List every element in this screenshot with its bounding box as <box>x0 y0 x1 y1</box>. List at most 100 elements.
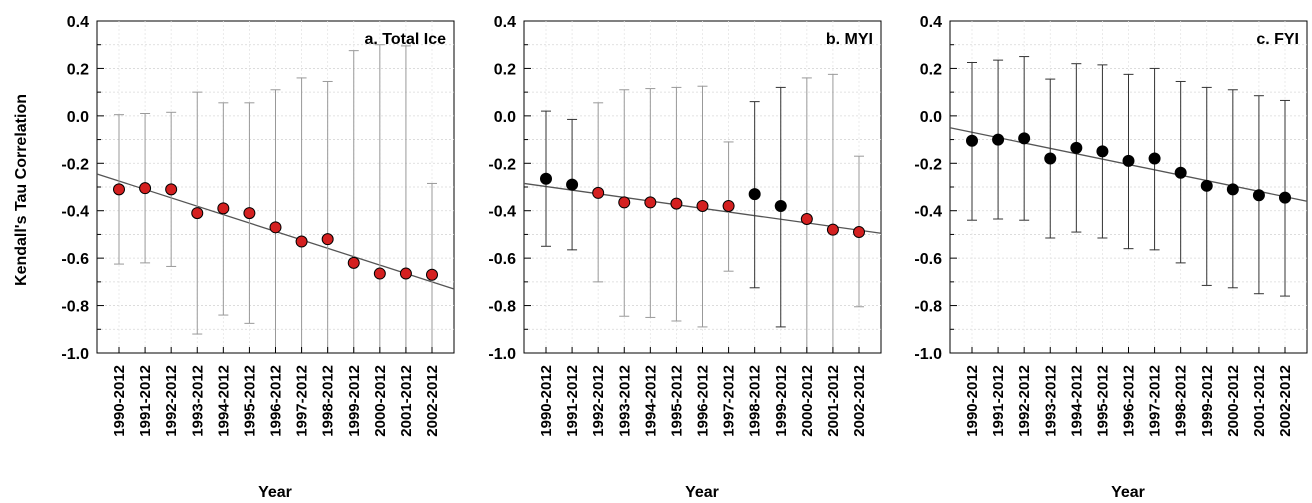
x-tick-label: 1993-2012 <box>616 365 633 437</box>
error-bars <box>114 44 437 353</box>
x-tick-label: 1992-2012 <box>590 365 607 437</box>
x-tick-label: 1991-2012 <box>990 365 1007 437</box>
data-point <box>1226 183 1239 196</box>
data-point <box>1044 152 1057 165</box>
x-tick-label: 1992-2012 <box>1016 365 1033 437</box>
y-tick-label: 0.2 <box>494 61 516 78</box>
y-tick-label: -1.0 <box>61 346 89 363</box>
y-axis-title: Kendall's Tau Correlation <box>13 94 30 286</box>
x-tick-label: 2002-2012 <box>851 365 868 437</box>
data-point <box>853 226 865 239</box>
x-tick-label: 1995-2012 <box>668 365 685 437</box>
error-bars <box>967 56 1290 297</box>
panel-fyi: 0.40.20.0-0.2-0.4-0.6-0.8-1.0 1990-2012 1… <box>914 14 1308 501</box>
y-axis-ticks: 0.4 0.2 0.0 -0.2 -0.4 -0.6 -0.8 -1.0 <box>488 14 531 363</box>
data-point <box>618 196 631 209</box>
y-tick-label: -0.4 <box>61 204 89 221</box>
data-point <box>321 233 334 246</box>
y-tick-label: -0.6 <box>488 251 516 268</box>
x-tick-label: 1998-2012 <box>1173 365 1190 437</box>
y-axis-ticks: 0.4 0.2 0.0 -0.2 -0.4 -0.6 -0.8 -1.0 <box>914 14 957 363</box>
y-tick-label: 0.4 <box>67 14 89 31</box>
data-points <box>540 172 865 239</box>
y-tick-label: -0.4 <box>488 204 516 221</box>
y-tick-label: 0.4 <box>494 14 516 31</box>
data-point <box>1096 145 1109 158</box>
x-tick-label: 1999-2012 <box>346 365 363 437</box>
y-tick-label: 0.2 <box>67 61 89 78</box>
x-tick-label: 1994-2012 <box>1068 365 1085 437</box>
panel-title: a. Total Ice <box>364 31 446 48</box>
y-axis-ticks: 0.4 0.2 0.0 -0.2 -0.4 -0.6 -0.8 -1.0 <box>61 14 104 363</box>
data-point <box>426 268 438 281</box>
x-tick-label: 1991-2012 <box>564 365 581 437</box>
x-tick-label: 2001-2012 <box>398 365 415 437</box>
data-point <box>113 183 125 196</box>
y-tick-label: 0.2 <box>920 61 942 78</box>
data-point <box>373 267 386 280</box>
data-point <box>774 199 787 212</box>
y-tick-label: 0.0 <box>67 109 89 126</box>
panel-title: c. FYI <box>1256 31 1299 48</box>
y-tick-label: 0.4 <box>920 14 942 31</box>
x-tick-label: 2002-2012 <box>1277 365 1294 437</box>
x-tick-label: 2001-2012 <box>1251 365 1268 437</box>
data-point <box>644 196 657 209</box>
data-points <box>966 132 1291 204</box>
x-tick-label: 1996-2012 <box>1121 365 1138 437</box>
data-point <box>243 207 256 220</box>
data-point <box>992 133 1005 146</box>
x-tick-label: 2001-2012 <box>825 365 842 437</box>
data-point <box>966 134 978 147</box>
x-tick-label: 1993-2012 <box>1042 365 1059 437</box>
data-point <box>295 235 308 248</box>
data-point <box>670 197 683 210</box>
x-tick-label: 1997-2012 <box>1147 365 1164 437</box>
x-tick-label: 2000-2012 <box>1225 365 1242 437</box>
y-tick-label: -0.6 <box>914 251 942 268</box>
data-point <box>399 267 412 280</box>
y-tick-label: -0.2 <box>488 156 516 173</box>
x-tick-label: 1990-2012 <box>538 365 555 437</box>
x-tick-label: 1994-2012 <box>215 365 232 437</box>
data-point <box>1279 191 1291 204</box>
x-axis-ticks: 1990-2012 1991-2012 1992-2012 1993-2012 1994… <box>111 347 441 437</box>
data-point <box>800 213 813 226</box>
data-point <box>540 172 552 185</box>
data-point <box>722 199 735 212</box>
y-tick-label: -0.8 <box>61 299 89 316</box>
x-axis-title: Year <box>1111 484 1145 501</box>
x-tick-label: 1997-2012 <box>294 365 311 437</box>
x-tick-label: 1990-2012 <box>111 365 128 437</box>
x-tick-label: 1999-2012 <box>1199 365 1216 437</box>
data-point <box>696 199 709 212</box>
x-tick-label: 1998-2012 <box>747 365 764 437</box>
data-point <box>1200 179 1213 192</box>
data-point <box>269 221 282 234</box>
y-tick-label: -0.2 <box>61 156 89 173</box>
x-tick-label: 1995-2012 <box>1094 365 1111 437</box>
x-tick-label: 2002-2012 <box>424 365 441 437</box>
x-tick-label: 1995-2012 <box>241 365 258 437</box>
y-tick-label: -0.6 <box>61 251 89 268</box>
data-point <box>592 186 605 199</box>
data-point <box>217 202 230 215</box>
data-point <box>347 256 360 269</box>
data-point <box>165 183 178 196</box>
x-tick-label: 2000-2012 <box>799 365 816 437</box>
x-axis-title: Year <box>685 484 719 501</box>
data-point <box>1070 141 1083 154</box>
y-tick-label: 0.0 <box>920 109 942 126</box>
x-axis-title: Year <box>258 484 292 501</box>
data-points <box>113 182 438 281</box>
x-tick-label: 1996-2012 <box>695 365 712 437</box>
x-tick-label: 2000-2012 <box>372 365 389 437</box>
y-tick-label: -0.4 <box>914 204 942 221</box>
grid-lines <box>950 21 1307 353</box>
x-tick-label: 1998-2012 <box>320 365 337 437</box>
data-point <box>826 223 839 236</box>
x-tick-label: 1991-2012 <box>137 365 154 437</box>
x-tick-label: 1994-2012 <box>642 365 659 437</box>
data-point <box>1122 154 1135 167</box>
